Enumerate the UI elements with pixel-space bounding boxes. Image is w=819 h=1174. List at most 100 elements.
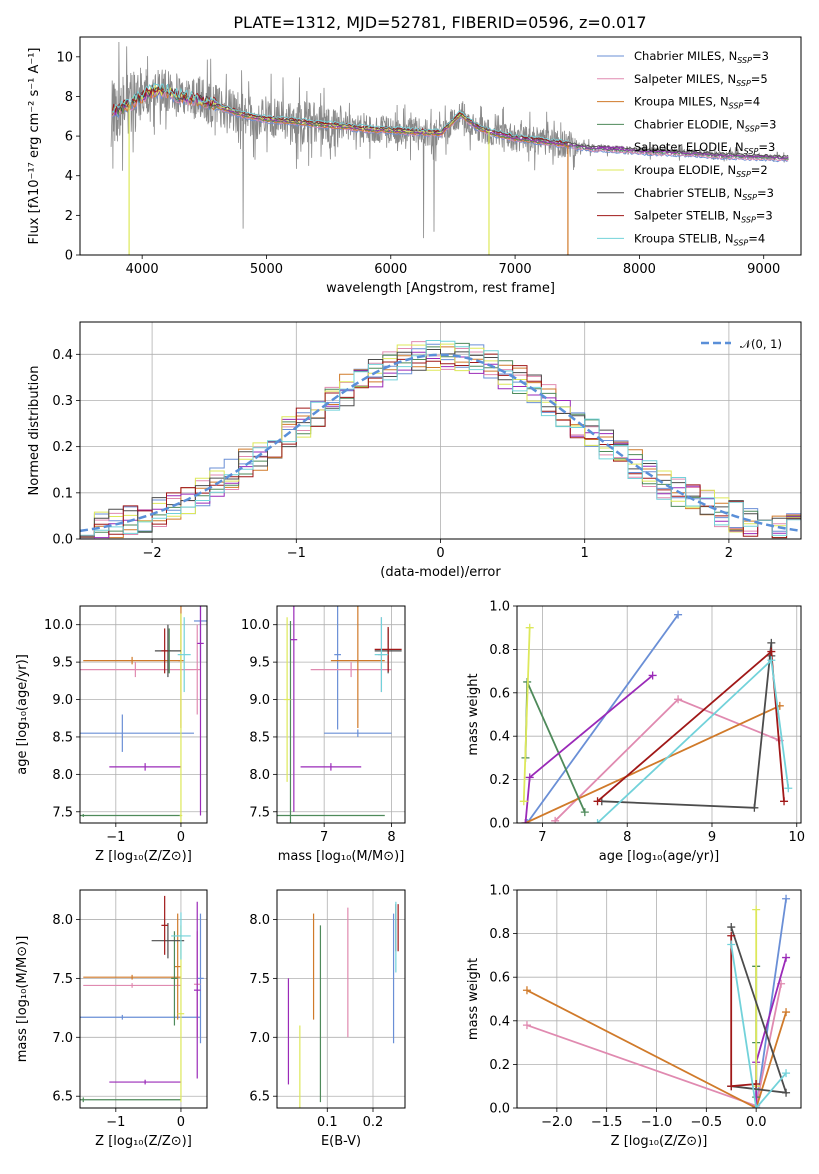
errorbar-point	[193, 624, 201, 715]
mass-weight-vs-metallicity-panel: −2.0 −1.5 −1.0 −0.5 0.0 0.0 0.2 0.4 0.6 0.8 1.0 Z […	[466, 884, 802, 1149]
weight-marker	[580, 808, 589, 817]
y-tick-label: 0	[65, 249, 73, 264]
y-tick-label: 0.6	[489, 971, 510, 986]
weight-marker	[522, 1021, 531, 1030]
weight-marker	[593, 797, 602, 806]
histogram-plot	[80, 340, 801, 539]
errorbar-point	[83, 656, 181, 665]
weight-marker	[727, 1082, 736, 1091]
weight-plot	[522, 894, 791, 1108]
x-tick-label: 1	[581, 546, 589, 561]
errorbar-point	[277, 620, 385, 823]
y-tick-label: 8.0	[52, 913, 73, 928]
y-tick-label: 9.5	[249, 656, 270, 671]
errorbar-point	[193, 901, 201, 1079]
legend-subscript: SSP	[736, 170, 751, 179]
weight-marker	[750, 803, 759, 812]
y-axis-label: age [log₁₀(age/yr)]	[15, 654, 30, 775]
legend-subscript: SSP	[736, 79, 751, 88]
weight-marker	[519, 797, 528, 806]
y-axis-label: mass [log₁₀(M/M⊙)]	[15, 936, 30, 1063]
x-tick-label: −2	[143, 546, 162, 561]
weight-marker	[782, 953, 791, 962]
y-tick-label: 7.5	[249, 972, 270, 987]
legend-entry: 𝒩(0, 1)	[740, 337, 782, 351]
y-tick-label: 9.0	[52, 693, 73, 708]
errorbar-point	[290, 606, 298, 812]
y-tick-label: 7.0	[249, 1031, 270, 1046]
x-tick-label: −0.5	[691, 1115, 723, 1130]
errorbar-point	[80, 814, 181, 818]
weight-marker	[782, 1069, 791, 1078]
legend-entry: Chabrier MILES, NSSP=3	[634, 49, 769, 65]
x-tick-label: 0.0	[746, 1115, 767, 1130]
legend-value: =3	[758, 140, 775, 154]
errorbar-point	[334, 606, 341, 730]
weight-marker	[674, 695, 683, 704]
errorbar-plot	[277, 606, 402, 823]
y-tick-label: 0.4	[489, 730, 510, 745]
y-tick-label: 8.5	[249, 730, 270, 745]
weight-series-line	[526, 989, 787, 1108]
legend-text: Chabrier ELODIE, N	[634, 117, 745, 131]
y-axis-label: mass weight	[466, 673, 481, 755]
y-axis-label: Flux [fλ10⁻¹⁷ erg cm⁻² s⁻¹ A⁻¹]	[27, 48, 42, 245]
errorbar-point	[179, 613, 183, 823]
errorbar-point	[80, 662, 194, 678]
y-tick-label: 7.0	[52, 1031, 73, 1046]
legend-entry: Kroupa STELIB, NSSP=4	[634, 231, 765, 247]
errorbar-point	[374, 617, 389, 693]
errorbar-point	[177, 617, 191, 693]
y-tick-label: 6.5	[52, 1090, 73, 1105]
weight-marker	[782, 1008, 791, 1017]
errorbar-point	[330, 606, 385, 728]
weight-series-line	[524, 674, 654, 823]
legend-value: =3	[760, 117, 777, 131]
y-tick-label: 0.1	[52, 486, 73, 501]
y-tick-label: 0.2	[52, 440, 73, 455]
errorbar-plot	[80, 895, 204, 1103]
legend-entry: Kroupa ELODIE, NSSP=2	[634, 163, 768, 179]
legend-entry: Salpeter ELODIE, NSSP=3	[634, 140, 775, 156]
histogram-series-8	[80, 340, 801, 536]
y-tick-label: 0.8	[489, 643, 510, 658]
x-tick-label: 6000	[374, 262, 407, 277]
errorbar-point	[80, 1097, 181, 1103]
x-tick-label: 0	[177, 830, 185, 845]
x-axis-label: wavelength [Angstrom, rest frame]	[326, 281, 555, 296]
weight-marker	[525, 773, 534, 782]
weight-marker	[593, 819, 602, 823]
weight-marker	[522, 986, 531, 995]
spectrum-panel: 4000 5000 6000 7000 8000 9000 0 2 4 6 8 10 wavelengt…	[27, 36, 802, 296]
y-tick-label: 0.3	[52, 394, 73, 409]
weight-marker	[674, 610, 683, 619]
weight-marker	[784, 784, 793, 793]
errorbar-point	[300, 763, 362, 771]
errorbar-point	[374, 626, 402, 672]
y-tick-label: 6.5	[249, 1090, 270, 1105]
errorbar-plot	[287, 901, 399, 1108]
legend-value: =4	[748, 231, 765, 245]
y-tick-label: 7.5	[249, 805, 270, 820]
legend-value: =3	[756, 209, 773, 223]
errorbar-point	[324, 729, 392, 737]
x-tick-label: 8	[387, 830, 395, 845]
weight-series-line	[730, 935, 757, 1088]
age-vs-metallicity-panel: −1 0 7.5 8.0 8.5 9.0 9.5 10.0 Z [log₁₀(Z/Z⊙)] age…	[15, 605, 208, 864]
y-tick-label: 0.2	[489, 1058, 510, 1073]
legend-entry: Chabrier ELODIE, NSSP=3	[634, 117, 776, 133]
x-tick-label: 0	[436, 546, 444, 561]
x-tick-label: −1	[287, 546, 306, 561]
x-tick-label: −1.0	[641, 1115, 673, 1130]
weight-marker	[782, 1088, 791, 1097]
y-tick-label: 0.4	[52, 348, 73, 363]
errorbar-point	[109, 1079, 181, 1085]
y-tick-label: 1.0	[489, 884, 510, 899]
model-spectrum-8	[111, 82, 569, 142]
y-tick-label: 10.0	[44, 618, 73, 633]
y-tick-label: 2	[65, 209, 73, 224]
legend-text: Salpeter MILES, N	[634, 72, 736, 86]
y-tick-label: 0.0	[489, 817, 510, 832]
y-tick-label: 8.0	[52, 768, 73, 783]
